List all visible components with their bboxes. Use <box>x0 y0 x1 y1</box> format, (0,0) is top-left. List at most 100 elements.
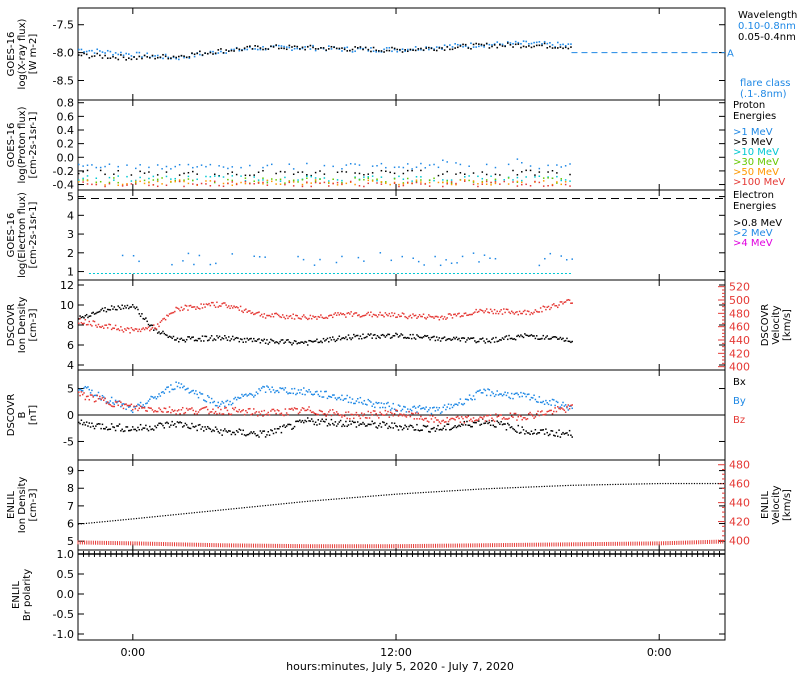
dscovr-density-point <box>376 335 379 337</box>
dscovr-plasma-y2tick-label: 480 <box>729 307 750 320</box>
enlil-density-point <box>588 484 590 486</box>
mag-legend-item: Bx <box>733 377 746 388</box>
mag-point <box>217 401 219 404</box>
proton-point <box>490 175 492 177</box>
xray-point <box>178 55 180 58</box>
dscovr-velocity-point <box>543 306 546 308</box>
mag-point <box>120 405 122 408</box>
dscovr-velocity-point <box>422 313 425 316</box>
proton-point <box>450 181 453 183</box>
proton-point <box>86 169 89 172</box>
mag-point <box>314 421 317 423</box>
dscovr-density-point <box>220 338 222 341</box>
mag-point <box>87 386 89 388</box>
dscovr-density-point <box>239 338 242 340</box>
xray-point <box>264 48 267 51</box>
mag-point <box>493 395 496 398</box>
enlil-density-point <box>378 494 380 497</box>
mag-point <box>388 416 391 418</box>
dscovr-velocity-point <box>91 325 93 327</box>
enlil-density-point <box>117 519 119 521</box>
dscovr-density-point <box>326 337 329 340</box>
dscovr-velocity-point <box>295 314 297 317</box>
dscovr-density-point <box>243 337 246 340</box>
proton-point <box>156 185 159 188</box>
dscovr-velocity-point <box>406 317 409 320</box>
dscovr-velocity-point <box>306 318 309 321</box>
proton-point <box>485 163 488 166</box>
enlil-density-point <box>159 515 161 517</box>
mag-point <box>374 410 376 412</box>
proton-point <box>521 181 523 184</box>
mag-point <box>289 392 292 394</box>
dscovr-density-point <box>366 335 368 338</box>
mag-point <box>197 411 200 413</box>
mag-point <box>235 410 238 412</box>
mag-point <box>212 429 214 431</box>
proton-point <box>442 181 444 184</box>
xray-point <box>446 46 449 48</box>
dscovr-velocity-point <box>234 306 237 309</box>
dscovr-velocity-point <box>259 315 262 317</box>
goes-xray-ytick-label: -7.5 <box>53 19 74 32</box>
proton-point <box>156 178 159 181</box>
dscovr-density-point <box>430 336 433 339</box>
mag-point <box>564 404 567 406</box>
xray-point <box>393 47 396 50</box>
mag-point <box>96 423 98 426</box>
dscovr-velocity-point <box>416 317 418 319</box>
proton-point <box>420 176 422 178</box>
xray-point <box>128 53 130 55</box>
dscovr-density-point <box>267 343 269 345</box>
proton-point <box>95 181 98 184</box>
dscovr-density-point <box>114 308 117 311</box>
mag-point <box>568 405 571 407</box>
proton-point <box>424 183 427 185</box>
dscovr-velocity-point <box>129 332 131 334</box>
mag-point <box>409 415 412 418</box>
mag-point <box>146 410 148 412</box>
enlil-plasma-ylabel: Ion Density <box>17 477 28 534</box>
xray-point <box>206 52 209 55</box>
electron-point <box>423 264 425 266</box>
proton-point <box>135 183 137 185</box>
proton-point <box>262 179 264 181</box>
proton-point <box>349 181 352 184</box>
mag-point <box>349 418 351 420</box>
proton-point <box>143 179 146 182</box>
mag-point <box>253 396 255 398</box>
mag-point <box>92 425 94 428</box>
proton-point <box>446 181 448 184</box>
mag-point <box>285 425 288 427</box>
mag-point <box>288 408 291 410</box>
mag-point <box>247 433 250 436</box>
enlil-density-point <box>238 507 240 509</box>
dscovr-velocity-point <box>199 308 201 310</box>
electron-point <box>171 263 173 266</box>
mag-point <box>522 417 525 419</box>
xray-point <box>159 56 162 59</box>
xray-point <box>104 54 106 57</box>
mag-point <box>354 413 356 416</box>
mag-point <box>322 413 325 415</box>
proton-point <box>459 179 462 181</box>
enlil-density-point <box>267 504 269 506</box>
dscovr-velocity-point <box>209 304 212 307</box>
xray-point <box>449 48 451 51</box>
proton-point <box>135 182 137 184</box>
xray-point <box>543 42 546 45</box>
dscovr-velocity-point <box>528 310 530 313</box>
mag-point <box>270 429 272 431</box>
dscovr-density-point <box>118 306 121 309</box>
mag-point <box>310 418 313 420</box>
dscovr-velocity-point <box>516 311 518 313</box>
mag-point <box>296 408 298 410</box>
mag-point <box>176 410 179 412</box>
proton-point <box>292 181 295 183</box>
xray-point <box>264 47 267 50</box>
mag-point <box>431 427 434 430</box>
mag-point <box>399 425 401 427</box>
dscovr-density-point <box>191 336 193 339</box>
enlil-density-point <box>335 498 338 500</box>
